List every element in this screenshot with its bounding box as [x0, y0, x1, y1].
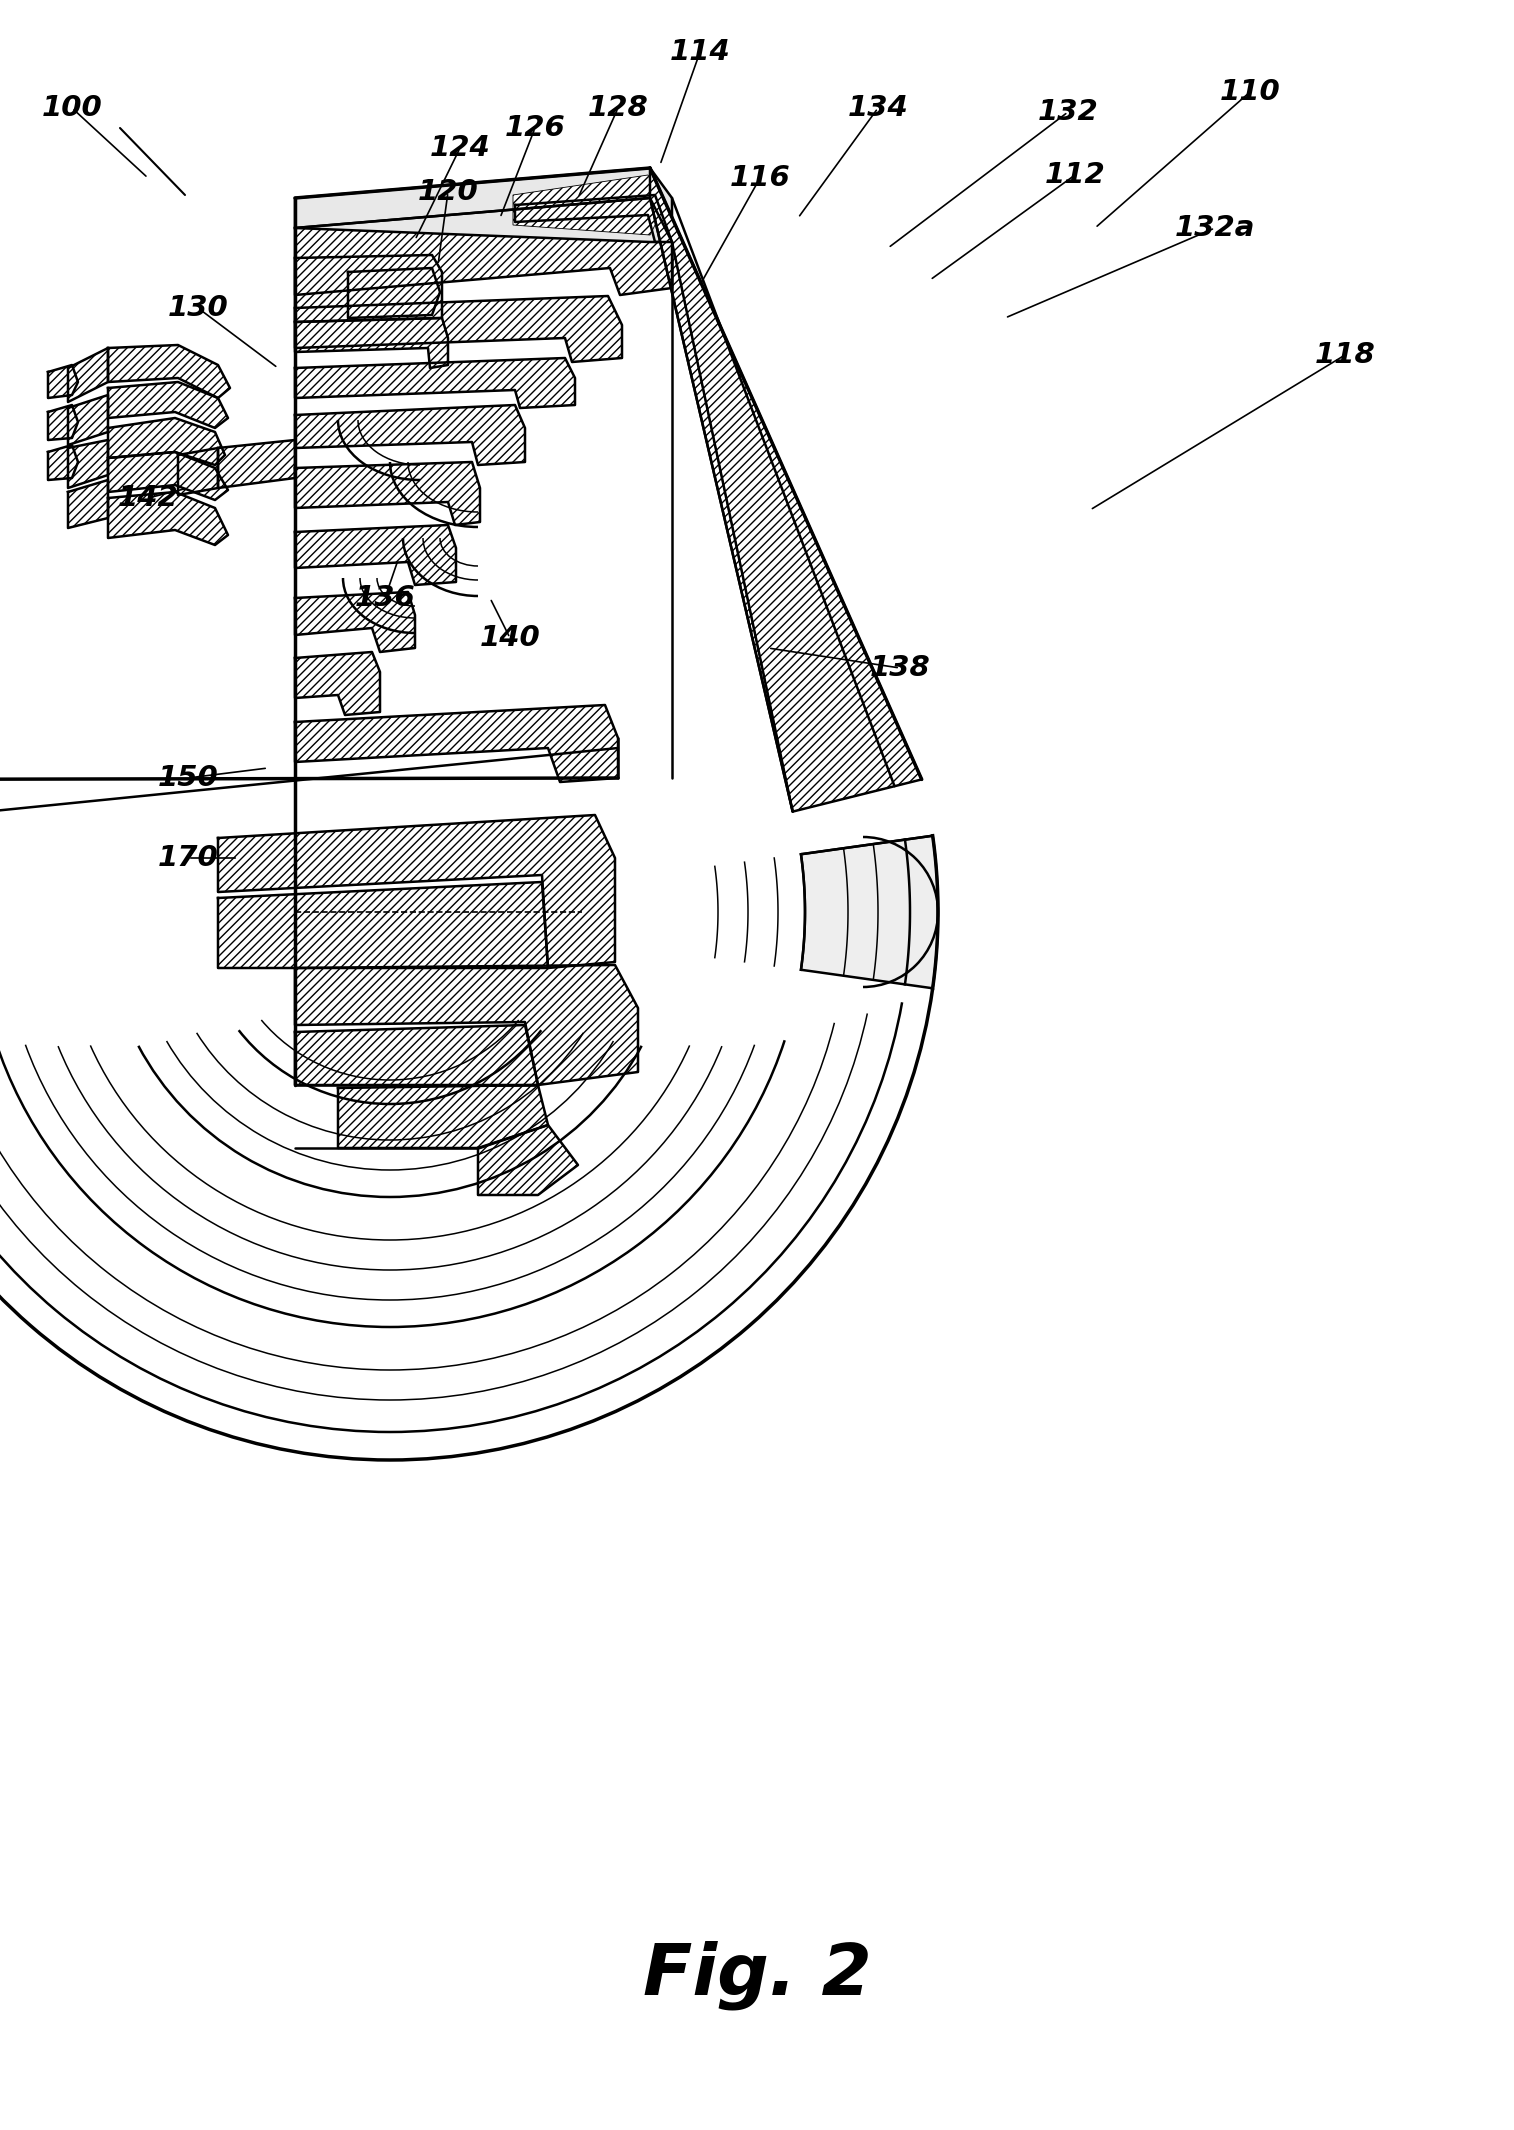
Polygon shape [48, 364, 79, 398]
Text: 124: 124 [430, 134, 491, 162]
Polygon shape [107, 417, 226, 464]
Text: 100: 100 [41, 94, 103, 121]
Polygon shape [295, 524, 456, 586]
Text: 150: 150 [157, 765, 218, 792]
Polygon shape [295, 317, 448, 368]
Text: Fig. 2: Fig. 2 [642, 1940, 872, 2011]
Polygon shape [68, 347, 107, 403]
Text: 118: 118 [1314, 341, 1375, 368]
Polygon shape [295, 296, 622, 362]
Polygon shape [179, 447, 218, 494]
Polygon shape [48, 445, 79, 479]
Text: 112: 112 [1045, 162, 1105, 190]
Text: 130: 130 [168, 294, 229, 322]
Polygon shape [295, 405, 525, 464]
Polygon shape [295, 256, 442, 322]
Polygon shape [218, 816, 615, 967]
Text: 132a: 132a [1175, 213, 1255, 243]
Text: 128: 128 [587, 94, 648, 121]
Polygon shape [48, 405, 79, 441]
Polygon shape [107, 492, 229, 545]
Polygon shape [107, 345, 230, 398]
Polygon shape [218, 441, 295, 488]
Polygon shape [68, 441, 107, 488]
Polygon shape [338, 1084, 548, 1148]
Polygon shape [107, 452, 229, 501]
Polygon shape [295, 592, 415, 652]
Text: 116: 116 [730, 164, 790, 192]
Polygon shape [295, 1025, 537, 1084]
Polygon shape [348, 268, 441, 317]
Text: 138: 138 [869, 654, 931, 682]
Polygon shape [295, 965, 637, 1084]
Text: 132: 132 [1037, 98, 1098, 126]
Polygon shape [295, 358, 575, 409]
Polygon shape [107, 381, 229, 428]
Polygon shape [295, 652, 380, 716]
Text: 126: 126 [504, 115, 565, 143]
Polygon shape [650, 168, 922, 812]
Text: 120: 120 [418, 179, 478, 207]
Polygon shape [218, 882, 548, 967]
Text: 110: 110 [1220, 79, 1281, 107]
Polygon shape [478, 1125, 578, 1195]
Text: 114: 114 [669, 38, 730, 66]
Polygon shape [295, 705, 618, 782]
Polygon shape [295, 198, 672, 294]
Polygon shape [801, 835, 939, 988]
Text: 134: 134 [848, 94, 908, 121]
Text: 136: 136 [354, 584, 415, 611]
Text: 140: 140 [480, 624, 540, 652]
Polygon shape [515, 196, 672, 243]
Polygon shape [68, 479, 107, 528]
Text: 142: 142 [118, 484, 179, 511]
Polygon shape [295, 462, 480, 524]
Polygon shape [68, 394, 107, 445]
Polygon shape [513, 175, 665, 234]
Text: 170: 170 [157, 843, 218, 871]
Polygon shape [295, 168, 672, 243]
